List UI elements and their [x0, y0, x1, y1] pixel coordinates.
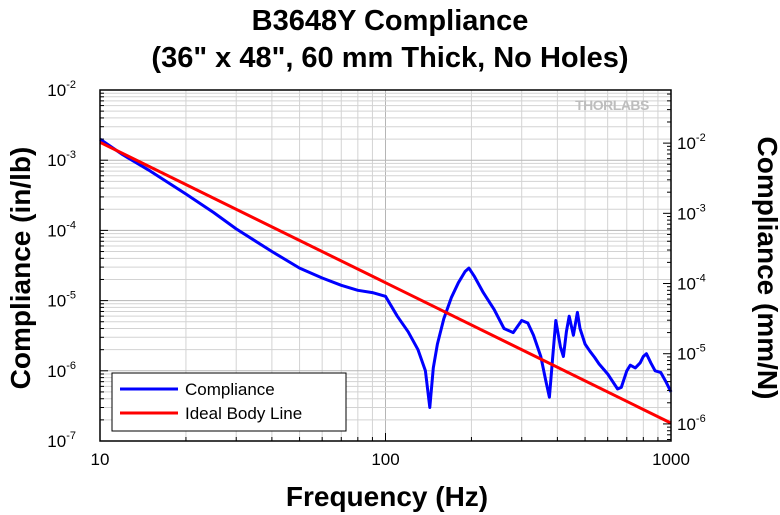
legend-box	[111, 372, 347, 432]
y-tick-label: 10-4	[47, 219, 76, 240]
y-tick-label-right: 10-4	[677, 273, 706, 294]
x-tick-label: 100	[371, 450, 399, 469]
y-tick-label: 10-7	[47, 430, 76, 451]
chart-subtitle: (36" x 48", 60 mm Thick, No Holes)	[151, 42, 629, 74]
x-axis-label: Frequency (Hz)	[286, 481, 488, 512]
y-tick-label-right: 10-5	[677, 343, 706, 364]
chart-title: B3648Y Compliance	[251, 5, 529, 37]
x-tick-label: 10	[91, 450, 110, 469]
legend-label-compliance: Compliance	[185, 380, 275, 399]
y-axis-label-right: Compliance (mm/N)	[752, 137, 780, 400]
watermark-logo: THORLABS	[575, 97, 649, 113]
series-group	[99, 137, 673, 425]
y-tick-label-right: 10-3	[677, 202, 706, 223]
ticks	[99, 92, 671, 442]
y-tick-label-right: 10-6	[677, 413, 706, 434]
y-tick-label-right: 10-2	[677, 132, 706, 153]
y-tick-label: 10-6	[47, 360, 76, 381]
series-line-ideal-body-line	[99, 140, 672, 425]
y-tick-label: 10-2	[47, 79, 76, 100]
x-tick-label: 1000	[652, 450, 690, 469]
y-tick-label: 10-5	[47, 290, 76, 311]
series-line-compliance	[99, 137, 673, 409]
legend-label-ideal-body-line: Ideal Body Line	[185, 404, 302, 423]
y-tick-label: 10-3	[47, 149, 76, 170]
y-axis-label: Compliance (in/lb)	[5, 147, 36, 390]
tick-labels: 10 100 1000 10-7 10-6 10-5 10-4 10-3 10-2 10-6 10-…	[47, 79, 705, 469]
legend: Compliance Ideal Body Line	[111, 372, 347, 432]
